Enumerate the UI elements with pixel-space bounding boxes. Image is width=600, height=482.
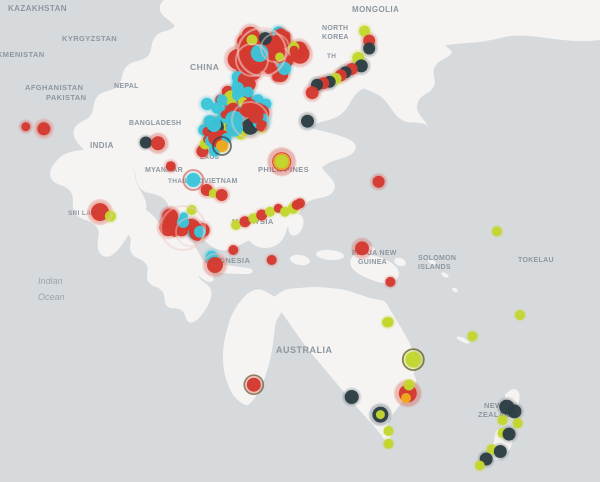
svg-text:BANGLADESH: BANGLADESH bbox=[129, 120, 181, 127]
svg-text:GUINEA: GUINEA bbox=[358, 259, 387, 266]
svg-text:Indian: Indian bbox=[38, 276, 63, 286]
svg-text:KOREA: KOREA bbox=[322, 34, 349, 41]
svg-text:TOKELAU: TOKELAU bbox=[518, 257, 554, 264]
svg-text:KAZAKHSTAN: KAZAKHSTAN bbox=[8, 4, 67, 13]
svg-text:CHINA: CHINA bbox=[190, 62, 219, 72]
svg-text:MONGOLIA: MONGOLIA bbox=[352, 5, 399, 14]
svg-text:NEPAL: NEPAL bbox=[114, 83, 139, 90]
svg-text:TH: TH bbox=[327, 53, 336, 60]
svg-text:KYRGYZSTAN: KYRGYZSTAN bbox=[62, 34, 117, 43]
svg-text:NORTH: NORTH bbox=[322, 25, 348, 32]
svg-text:SOLOMON: SOLOMON bbox=[418, 255, 456, 262]
svg-text:Ocean: Ocean bbox=[38, 292, 65, 302]
svg-text:INDIA: INDIA bbox=[90, 141, 114, 150]
svg-text:AUSTRALIA: AUSTRALIA bbox=[276, 345, 333, 355]
svg-text:TKMENISTAN: TKMENISTAN bbox=[0, 50, 45, 59]
svg-text:AFGHANISTAN: AFGHANISTAN bbox=[25, 83, 83, 92]
svg-text:ISLANDS: ISLANDS bbox=[418, 264, 451, 271]
svg-text:PAKISTAN: PAKISTAN bbox=[46, 93, 86, 102]
